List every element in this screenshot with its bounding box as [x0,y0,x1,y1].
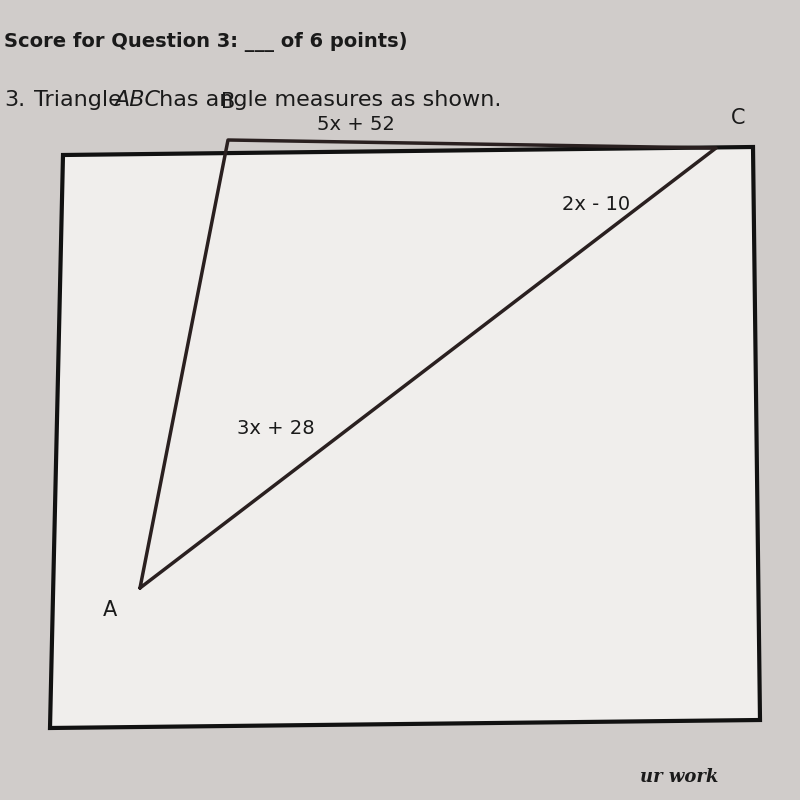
Text: 3x + 28: 3x + 28 [237,418,315,438]
Text: 5x + 52: 5x + 52 [317,114,395,134]
Text: ABC: ABC [114,90,160,110]
Polygon shape [50,147,760,728]
Text: ur work: ur work [640,768,718,786]
Text: has angle measures as shown.: has angle measures as shown. [152,90,502,110]
Text: B: B [221,92,235,111]
Text: A: A [102,600,117,621]
Text: Triangle: Triangle [34,90,129,110]
Text: 2x - 10: 2x - 10 [562,194,630,214]
Text: C: C [731,108,746,127]
Text: 3.: 3. [4,90,25,110]
Text: Score for Question 3: ___ of 6 points): Score for Question 3: ___ of 6 points) [4,32,407,52]
